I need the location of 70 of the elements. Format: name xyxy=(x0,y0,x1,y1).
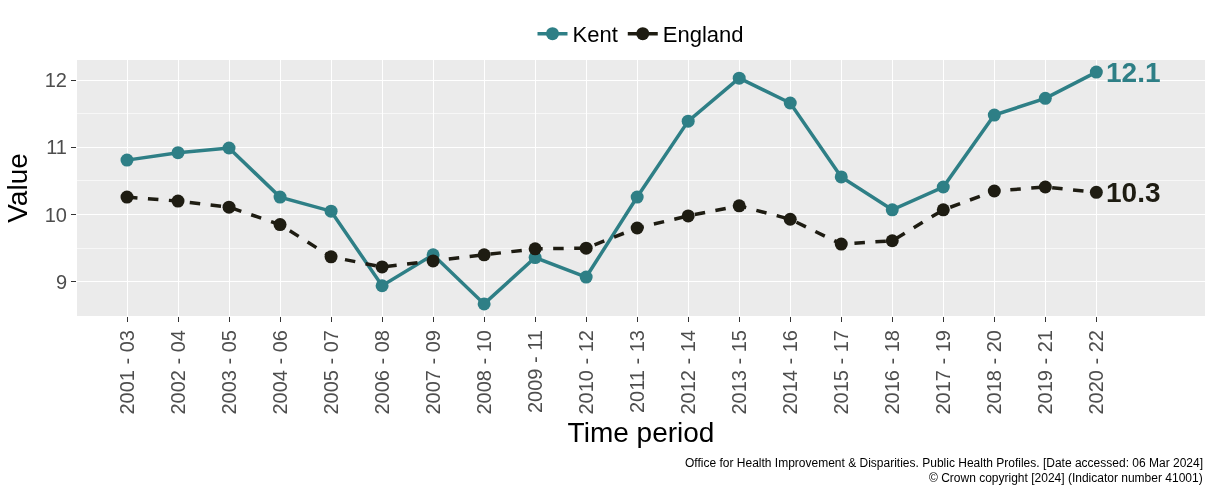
x-tick-label: 2013 - 15 xyxy=(727,330,750,415)
point xyxy=(834,170,848,184)
x-tick-label: 2015 - 17 xyxy=(829,330,852,415)
point xyxy=(375,279,389,293)
point xyxy=(120,153,134,167)
legend-label: England xyxy=(662,22,744,48)
point xyxy=(783,212,797,226)
x-tick-label: 2010 - 12 xyxy=(574,330,597,415)
point xyxy=(681,114,695,128)
y-tick-label: 9 xyxy=(55,270,67,293)
point xyxy=(579,270,593,284)
x-tick-label: 2007 - 09 xyxy=(421,330,444,415)
point xyxy=(477,248,491,262)
point xyxy=(222,141,236,155)
x-tick-label: 2004 - 06 xyxy=(268,330,291,415)
point xyxy=(732,199,746,213)
data-label: 12.1 xyxy=(1106,57,1161,88)
x-tick-label: 2014 - 16 xyxy=(778,330,801,415)
data-label: 10.3 xyxy=(1106,177,1161,208)
point xyxy=(1089,65,1103,79)
point xyxy=(834,237,848,251)
y-axis-title: Value xyxy=(2,153,34,223)
point xyxy=(987,108,1001,122)
point xyxy=(732,71,746,85)
x-tick-label: 2020 - 22 xyxy=(1084,330,1107,415)
point xyxy=(477,297,491,311)
text: © Crown copyright [2024] (Indicator number 41001) xyxy=(929,471,1203,485)
text: Office for Health Improvement & Disparities. Public Health Profiles. [Date accessed: 06 Mar 2024] xyxy=(685,456,1204,470)
point xyxy=(1038,180,1052,194)
point xyxy=(783,96,797,110)
point xyxy=(936,203,950,217)
point xyxy=(273,218,287,232)
point xyxy=(630,221,644,235)
point xyxy=(324,250,338,264)
point xyxy=(375,260,389,274)
y-tick-label: 10 xyxy=(44,203,67,226)
x-tick-label: 2019 - 21 xyxy=(1033,330,1056,415)
x-tick-label: 2011 - 13 xyxy=(625,330,648,414)
x-tick-label: 2017 - 19 xyxy=(931,330,954,415)
point xyxy=(528,242,542,256)
y-tick-label: 11 xyxy=(46,136,67,159)
point xyxy=(426,254,440,268)
point xyxy=(171,194,185,208)
x-tick-label: 2012 - 14 xyxy=(676,330,699,415)
point xyxy=(222,200,236,214)
point xyxy=(171,146,185,160)
point xyxy=(579,241,593,255)
x-tick-label: 2003 - 05 xyxy=(217,330,240,415)
point xyxy=(936,180,950,194)
x-tick-label: 2002 - 04 xyxy=(166,330,189,415)
point xyxy=(681,209,695,223)
point xyxy=(1089,185,1103,199)
legend-label: Kent xyxy=(572,22,618,48)
x-tick-label: 2018 - 20 xyxy=(982,330,1005,415)
y-tick-label: 12 xyxy=(44,69,67,92)
x-axis-title: Time period xyxy=(567,416,715,448)
point xyxy=(885,203,899,217)
point xyxy=(324,204,338,218)
point xyxy=(273,190,287,204)
point xyxy=(885,234,899,248)
point xyxy=(987,184,1001,198)
x-tick-label: 2016 - 18 xyxy=(880,330,903,415)
point xyxy=(1038,91,1052,105)
x-tick-label: 2001 - 03 xyxy=(115,330,138,415)
point xyxy=(120,190,134,204)
x-tick-label: 2005 - 07 xyxy=(319,330,342,415)
x-tick-label: 2006 - 08 xyxy=(370,330,393,415)
point xyxy=(630,190,644,204)
x-tick-label: 2008 - 10 xyxy=(472,330,495,415)
x-tick-label: 2009 - 11 xyxy=(523,330,546,414)
